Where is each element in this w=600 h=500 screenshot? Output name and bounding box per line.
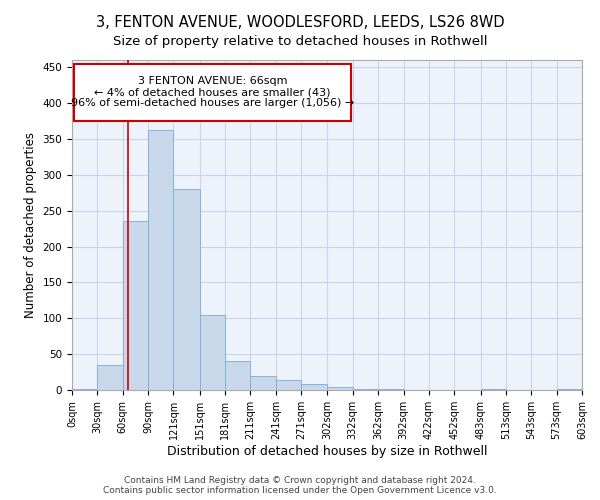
Bar (123, 220, 148, 390)
Bar (301, 384, 328, 390)
FancyBboxPatch shape (74, 64, 351, 121)
Text: 3, FENTON AVENUE, WOODLESFORD, LEEDS, LS26 8WD: 3, FENTON AVENUE, WOODLESFORD, LEEDS, LS… (95, 15, 505, 30)
Bar (148, 130, 173, 390)
Bar (225, 362, 250, 390)
Bar (97, 365, 123, 390)
Text: ← 4% of detached houses are smaller (43): ← 4% of detached houses are smaller (43) (94, 88, 331, 98)
Text: Contains HM Land Registry data © Crown copyright and database right 2024.
Contai: Contains HM Land Registry data © Crown c… (103, 476, 497, 495)
Bar (200, 314, 225, 390)
X-axis label: Distribution of detached houses by size in Rothwell: Distribution of detached houses by size … (167, 444, 487, 458)
Bar (72, 388, 97, 390)
Bar (173, 189, 200, 390)
Bar (328, 387, 353, 390)
Text: 3 FENTON AVENUE: 66sqm: 3 FENTON AVENUE: 66sqm (137, 76, 287, 86)
Y-axis label: Number of detached properties: Number of detached properties (24, 132, 37, 318)
Text: 96% of semi-detached houses are larger (1,056) →: 96% of semi-detached houses are larger (… (71, 98, 354, 108)
Text: Size of property relative to detached houses in Rothwell: Size of property relative to detached ho… (113, 35, 487, 48)
Bar (250, 376, 276, 390)
Bar (276, 380, 301, 390)
Bar (353, 388, 378, 390)
